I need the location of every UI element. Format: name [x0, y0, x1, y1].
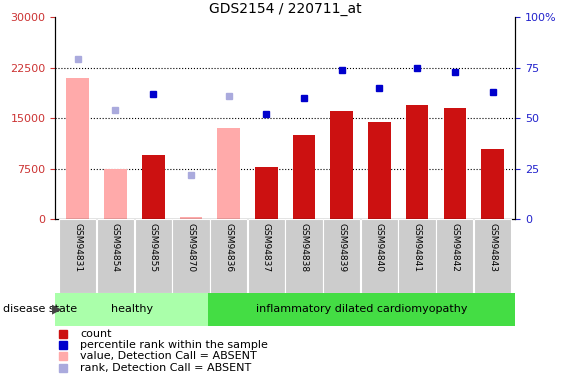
- Text: GSM94840: GSM94840: [375, 223, 384, 272]
- Bar: [55, 292, 208, 326]
- Bar: [59, 219, 96, 292]
- Text: healthy: healthy: [111, 304, 153, 314]
- Text: GSM94843: GSM94843: [488, 223, 497, 272]
- Text: count: count: [81, 329, 112, 339]
- Bar: [406, 105, 428, 219]
- Bar: [481, 148, 504, 219]
- Bar: [135, 219, 172, 292]
- Text: disease state: disease state: [3, 304, 77, 314]
- Text: rank, Detection Call = ABSENT: rank, Detection Call = ABSENT: [81, 363, 252, 373]
- Bar: [293, 135, 315, 219]
- Bar: [323, 219, 360, 292]
- Text: GSM94831: GSM94831: [73, 223, 82, 272]
- Bar: [285, 219, 323, 292]
- Bar: [474, 219, 511, 292]
- Bar: [217, 128, 240, 219]
- Bar: [444, 108, 466, 219]
- Text: GSM94839: GSM94839: [337, 223, 346, 272]
- Bar: [208, 292, 515, 326]
- Bar: [142, 155, 164, 219]
- Bar: [210, 219, 247, 292]
- Text: GSM94836: GSM94836: [224, 223, 233, 272]
- Bar: [330, 111, 353, 219]
- Bar: [368, 122, 391, 219]
- Bar: [399, 219, 436, 292]
- Text: percentile rank within the sample: percentile rank within the sample: [81, 340, 269, 350]
- Text: ▶: ▶: [52, 303, 61, 316]
- Text: GSM94855: GSM94855: [149, 223, 158, 272]
- Text: GSM94842: GSM94842: [450, 223, 459, 272]
- Bar: [436, 219, 473, 292]
- Bar: [97, 219, 134, 292]
- Bar: [361, 219, 398, 292]
- Title: GDS2154 / 220711_at: GDS2154 / 220711_at: [209, 2, 361, 16]
- Text: GSM94841: GSM94841: [413, 223, 422, 272]
- Text: inflammatory dilated cardiomyopathy: inflammatory dilated cardiomyopathy: [256, 304, 467, 314]
- Text: GSM94870: GSM94870: [186, 223, 195, 272]
- Bar: [255, 167, 278, 219]
- Bar: [248, 219, 285, 292]
- Bar: [180, 217, 202, 219]
- Bar: [104, 169, 127, 219]
- Bar: [172, 219, 209, 292]
- Text: value, Detection Call = ABSENT: value, Detection Call = ABSENT: [81, 351, 257, 361]
- Text: GSM94838: GSM94838: [300, 223, 309, 272]
- Text: GSM94854: GSM94854: [111, 223, 120, 272]
- Bar: [66, 78, 89, 219]
- Text: GSM94837: GSM94837: [262, 223, 271, 272]
